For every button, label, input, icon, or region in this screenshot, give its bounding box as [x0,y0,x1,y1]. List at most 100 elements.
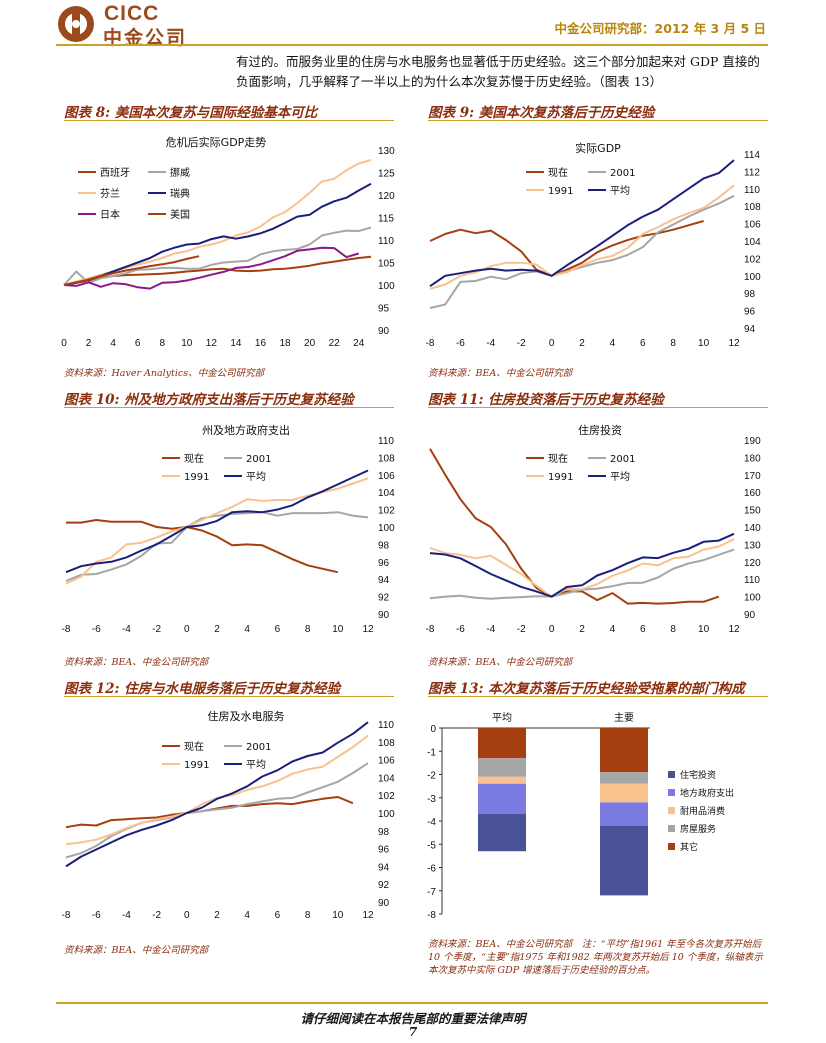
y-tick-label: 102 [378,506,395,517]
y-tick-label: 92 [378,880,390,891]
legend-label: 耐用品消费 [680,805,725,817]
series-line-4 [429,532,735,598]
y-tick-label: -6 [427,864,436,875]
legend-label: 1991 [548,472,573,483]
figure-8-title: 图表 8: 美国本次复苏与国际经验基本可比 [64,105,318,121]
y-tick-label: 90 [378,898,390,909]
y-tick-label: 96 [378,845,390,856]
legend-label: 日本 [100,208,120,221]
legend-label: 西班牙 [100,167,130,179]
x-tick-label: 0 [549,624,555,635]
x-tick-label: -8 [426,624,435,635]
legend-label: 美国 [170,208,190,221]
y-tick-label: 110 [378,236,394,247]
y-tick-label: 90 [744,610,756,621]
y-tick-label: 130 [378,146,395,157]
x-tick-label: -2 [152,910,161,921]
y-tick-label: 100 [744,272,761,283]
y-tick-label: 105 [378,259,395,270]
x-tick-label: -2 [517,624,526,635]
x-tick-label: 0 [184,624,190,635]
legend-label: 芬兰 [100,187,120,200]
header-date: 中金公司研究部：2012 年 3 月 5 日 [554,21,766,36]
series-line-1 [429,448,720,605]
y-tick-label: 110 [744,575,760,586]
legend-label: 挪威 [170,166,190,179]
x-tick-label: 6 [275,624,281,635]
figure-8-source: 资料来源：Haver Analytics、中金公司研究部 [64,368,265,379]
y-tick-label: -1 [427,747,436,758]
figure-13-rule [428,696,768,697]
x-tick-label: 14 [230,338,242,349]
legend-label: 现在 [548,453,568,465]
legend-swatch [668,807,675,814]
y-tick-label: 104 [378,488,395,499]
y-tick-label: 160 [744,488,761,499]
legend-label: 1991 [548,186,573,197]
x-tick-label: 8 [670,338,676,349]
y-tick-label: 112 [744,167,760,178]
x-tick-label: -8 [426,338,435,349]
x-tick-label: -4 [122,624,131,635]
legend-swatch [668,789,675,796]
bar-segment [600,825,648,896]
bar-segment [600,728,648,773]
x-tick-label: 4 [610,624,616,635]
y-tick-label: 190 [744,436,761,447]
y-tick-label: 104 [378,773,395,784]
legend-label: 房屋服务 [680,823,716,835]
chart-drag-composition: 0 -1 -2 -3 -4 -5 -6 -7 -8 平均 主要住宅投资地方政府支出耐用品消费房屋服务… [427,712,734,921]
x-tick-label: 4 [110,338,116,349]
logo-text: CICC [104,2,160,25]
y-tick-label: 94 [378,575,390,586]
legend-label: 平均 [610,471,630,483]
legend-label: 2001 [246,742,271,753]
y-tick-label: 92 [378,593,390,604]
x-tick-label: 8 [670,624,676,635]
page-header: CICC 中金公司 中金公司研究部：2012 年 3 月 5 日 [0,0,826,52]
y-tick-label: 106 [378,471,395,482]
x-tick-label: 18 [279,338,291,349]
x-tick-label: -6 [456,624,465,635]
y-tick-label: 108 [378,738,395,749]
series-line-2 [429,194,735,309]
x-tick-label: 6 [640,338,646,349]
category-label: 平均 [492,712,512,724]
legend-label: 其它 [680,841,698,853]
x-tick-label: 8 [305,910,311,921]
figure-10-title: 图表 10: 州及地方政府支出落后于历史复苏经验 [64,392,354,408]
cicc-logo-icon [58,6,94,42]
y-tick-label: -3 [427,794,436,805]
bar-segment [478,758,526,777]
series-line-2 [65,762,369,859]
x-tick-label: 12 [362,624,374,635]
series-line-6 [63,255,200,286]
body-paragraph: 有过的。而服务业里的住房与水电服务也显著低于历史经验。这三个部分加起来对 GDP… [236,54,760,89]
y-tick-label: 94 [744,324,756,335]
figure-12-title: 图表 12: 住房与水电服务落后于历史复苏经验 [64,681,341,697]
x-tick-label: 10 [332,624,344,635]
legend-label: 现在 [184,453,204,465]
x-tick-label: -6 [92,624,101,635]
legal-notice: 请仔细阅读在本报告尾部的重要法律声明 [300,1011,526,1026]
bar-segment [478,728,526,759]
x-tick-label: 10 [181,338,193,349]
bar-segment [478,783,526,815]
legend-label: 2001 [246,454,271,465]
x-tick-label: 4 [244,624,250,635]
x-tick-label: 24 [353,338,365,349]
y-tick-label: 180 [744,453,761,464]
y-tick-label: 0 [430,724,436,735]
legend-label: 2001 [610,168,635,179]
x-tick-label: 0 [184,910,190,921]
legend-label: 平均 [246,759,266,771]
x-tick-label: 2 [579,624,585,635]
legend-label: 1991 [184,472,209,483]
y-tick-label: 96 [744,307,756,318]
y-tick-label: 150 [744,506,761,517]
y-tick-label: 100 [378,523,395,534]
figure-10-source: 资料来源：BEA、中金公司研究部 [64,657,209,668]
chart-title: 住房及水电服务 [208,709,285,723]
